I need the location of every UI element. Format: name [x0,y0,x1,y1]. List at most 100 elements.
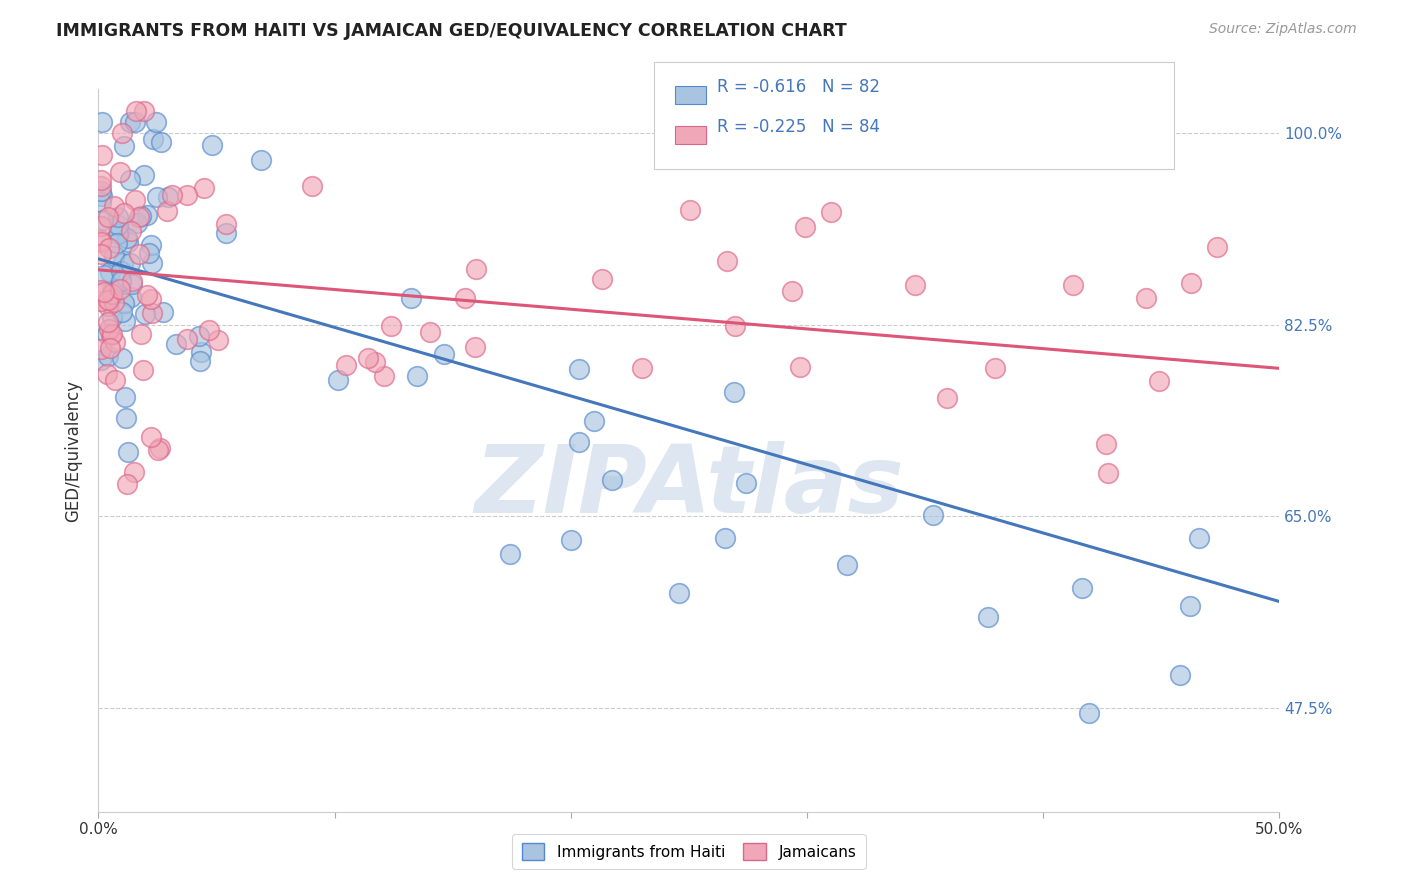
Point [96,367,118,381]
Point [142,132,165,146]
Point [90,178,112,193]
Point [433,347,456,361]
Point [141,306,163,320]
Point [90,235,112,249]
Point [90,115,112,129]
Point [190,353,212,368]
Point [111,351,134,365]
Point [935,391,957,405]
Text: R = -0.225   N = 84: R = -0.225 N = 84 [717,118,880,136]
Point [90,173,112,187]
Point [568,362,591,376]
Point [631,361,654,376]
Text: ZIPAtlas: ZIPAtlas [474,441,904,533]
Point [91,213,114,227]
Point [335,358,357,372]
Point [93,268,115,282]
Point [121,277,143,291]
Point [582,414,605,428]
Point [714,531,737,545]
Point [1097,466,1119,480]
Point [401,291,423,305]
Point [156,204,179,219]
Point [110,264,132,278]
Point [498,547,520,561]
Point [100,327,122,342]
Point [380,318,402,333]
Point [96,327,118,342]
Point [160,187,183,202]
Point [97,316,120,330]
Point [679,202,702,217]
Point [789,359,811,374]
Point [131,363,153,377]
Point [107,218,129,232]
Point [128,211,150,225]
Point [98,341,121,355]
Text: IMMIGRANTS FROM HAITI VS JAMAICAN GED/EQUIVALENCY CORRELATION CHART: IMMIGRANTS FROM HAITI VS JAMAICAN GED/EQ… [56,22,846,40]
Point [97,241,120,255]
Point [97,293,120,308]
Point [125,104,148,119]
Point [1147,374,1170,388]
Point [149,135,172,149]
Point [782,284,804,298]
Point [138,245,160,260]
Point [118,173,141,187]
Point [110,274,132,288]
Point [560,533,582,547]
Point [141,256,163,270]
Text: Source: ZipAtlas.com: Source: ZipAtlas.com [1209,22,1357,37]
Point [122,465,145,479]
Point [201,138,224,153]
Point [90,188,112,202]
Point [132,168,155,182]
Point [129,326,152,341]
Point [249,153,271,167]
Point [107,210,129,224]
Point [139,430,162,444]
Point [104,335,127,350]
Point [108,165,131,179]
Point [112,206,135,220]
Point [364,355,387,369]
Point [97,293,120,307]
Point [197,323,219,337]
Point [193,181,215,195]
Point [145,115,167,129]
Point [90,342,112,356]
Point [101,284,124,298]
Point [668,586,690,600]
Point [128,247,150,261]
Point [1188,531,1211,545]
Point [405,368,427,383]
Point [100,284,122,298]
Point [111,305,134,319]
Point [105,235,128,250]
Point [190,345,212,359]
Point [112,138,135,153]
Point [837,558,859,572]
Point [90,294,112,309]
Point [165,337,187,351]
Point [127,216,149,230]
Point [139,238,162,252]
Point [1062,277,1084,292]
Point [716,254,738,268]
Point [90,247,112,261]
Point [90,353,112,368]
Point [146,189,169,203]
Point [215,226,238,240]
Point [591,272,613,286]
Point [1180,276,1202,290]
Point [97,322,120,336]
Point [188,329,211,343]
Point [93,285,115,300]
Point [1071,581,1094,595]
Point [176,188,198,202]
Point [117,444,139,458]
Point [90,233,112,247]
Point [115,411,138,425]
Point [90,184,112,198]
Point [124,115,146,129]
